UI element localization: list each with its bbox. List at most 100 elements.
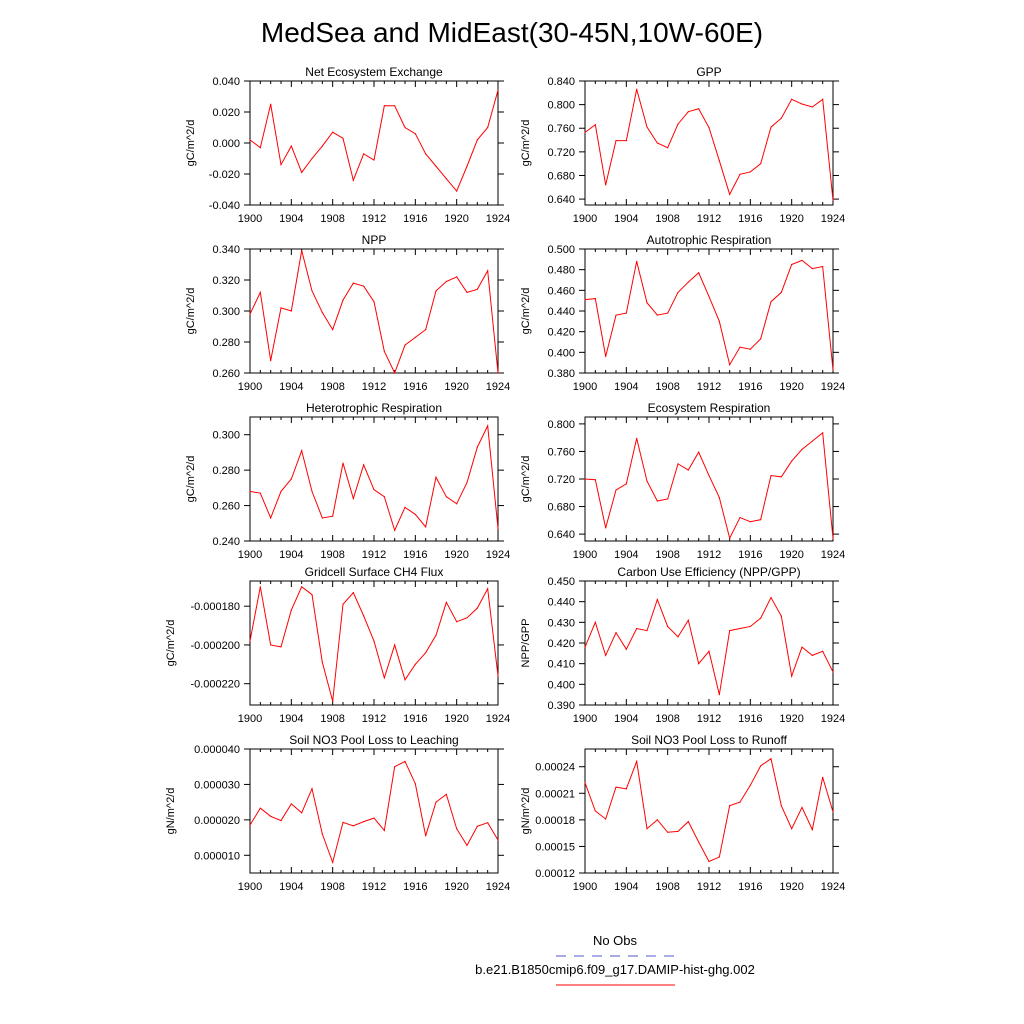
data-point (259, 586, 261, 588)
y-tick-label: 0.000040 (194, 744, 240, 756)
data-point (791, 460, 793, 462)
data-point (383, 496, 385, 498)
chart-title: Net Ecosystem Exchange (305, 65, 443, 79)
data-point (594, 621, 596, 623)
data-point (497, 528, 499, 530)
data-point (321, 517, 323, 519)
legend: No Obs b.e21.B1850cmip6.f09_g17.DAMIP-hi… (475, 933, 755, 986)
data-point (687, 281, 689, 283)
plot-frame (249, 580, 499, 706)
data-point (363, 821, 365, 823)
data-point (373, 640, 375, 642)
data-point (311, 157, 313, 160)
data-point (636, 627, 638, 630)
x-tick-label: 1916 (738, 713, 762, 725)
y-tick-label: 0.460 (547, 285, 575, 297)
data-point (760, 163, 762, 165)
data-point (363, 615, 365, 617)
data-point (605, 527, 607, 529)
data-point (270, 103, 272, 105)
y-tick-label: 0.260 (212, 501, 240, 513)
x-tick-label: 1900 (238, 381, 262, 393)
data-point (739, 627, 741, 630)
data-point (687, 619, 689, 621)
data-point (342, 821, 344, 823)
data-point (594, 479, 596, 481)
data-point (822, 265, 824, 268)
y-tick-label: 0.800 (547, 419, 575, 431)
data-point (425, 526, 427, 528)
y-axis-label: gC/m^2/d (185, 120, 197, 167)
data-point (352, 825, 354, 827)
x-tick-label: 1904 (279, 213, 303, 225)
data-point (584, 478, 586, 480)
x-tick-label: 1924 (821, 549, 845, 561)
y-tick-label: 0.840 (547, 76, 575, 88)
data-point (352, 497, 354, 500)
data-point (656, 500, 658, 502)
data-point (445, 601, 447, 603)
data-point (414, 663, 416, 665)
series-line-1 (249, 90, 499, 193)
data-point (404, 679, 406, 681)
data-point (321, 145, 323, 147)
chart-panel-7: Gridcell Surface CH4 Flux 1900 1904 1908 191… (165, 565, 510, 725)
data-point (584, 299, 586, 301)
y-tick-label: 0.020 (212, 107, 240, 119)
x-tick-label: 1904 (279, 881, 303, 893)
x-tick-label: 1908 (655, 213, 679, 225)
data-point (791, 828, 793, 830)
data-point (259, 291, 261, 293)
chart-title: Heterotrophic Respiration (306, 401, 442, 415)
chart-panel-10: Soil NO3 Pool Loss to Runoff 1900 1904 1908… (520, 733, 845, 893)
data-point (476, 139, 478, 141)
series-line-1 (249, 760, 499, 865)
data-point (822, 650, 824, 652)
data-point (311, 490, 313, 492)
data-point (383, 829, 385, 832)
data-point (698, 841, 700, 843)
data-point (811, 268, 813, 270)
data-point (425, 835, 427, 837)
x-tick-label: 1924 (486, 713, 510, 725)
data-point (677, 463, 679, 465)
x-tick-label: 1904 (614, 881, 638, 893)
y-tick-label: 0.420 (547, 327, 575, 339)
data-point (466, 844, 468, 846)
x-tick-label: 1916 (403, 881, 427, 893)
data-point (801, 646, 803, 648)
data-point (605, 818, 607, 820)
data-point (739, 801, 741, 803)
y-tick-label: 0.280 (212, 337, 240, 349)
y-tick-label: 0.000030 (194, 779, 240, 791)
y-axis-label: NPP/GPP (520, 619, 532, 668)
data-point (780, 117, 782, 119)
data-point (656, 142, 658, 144)
data-point (332, 861, 334, 863)
data-point (698, 663, 700, 665)
y-tick-label: 0.240 (212, 536, 240, 548)
data-point (584, 646, 586, 648)
plot-frame (249, 248, 499, 374)
data-point (249, 640, 251, 642)
data-point (811, 654, 813, 657)
data-point (466, 481, 468, 484)
data-point (791, 675, 793, 677)
data-point (729, 193, 731, 195)
data-point (394, 644, 396, 646)
y-tick-label: 0.280 (212, 465, 240, 477)
data-point (425, 153, 427, 155)
x-tick-label: 1904 (614, 713, 638, 725)
data-point (497, 839, 499, 841)
x-tick-label: 1912 (362, 213, 386, 225)
data-point (687, 111, 689, 113)
data-point (414, 513, 416, 516)
plot-frame (249, 80, 499, 206)
data-point (760, 338, 762, 340)
y-tick-label: 0.00021 (535, 788, 575, 800)
chart-panel-6: Ecosystem Respiration 1900 1904 1908 1912 191… (520, 401, 845, 561)
x-tick-label: 1900 (573, 213, 597, 225)
data-point (373, 301, 375, 303)
data-point (770, 758, 772, 760)
